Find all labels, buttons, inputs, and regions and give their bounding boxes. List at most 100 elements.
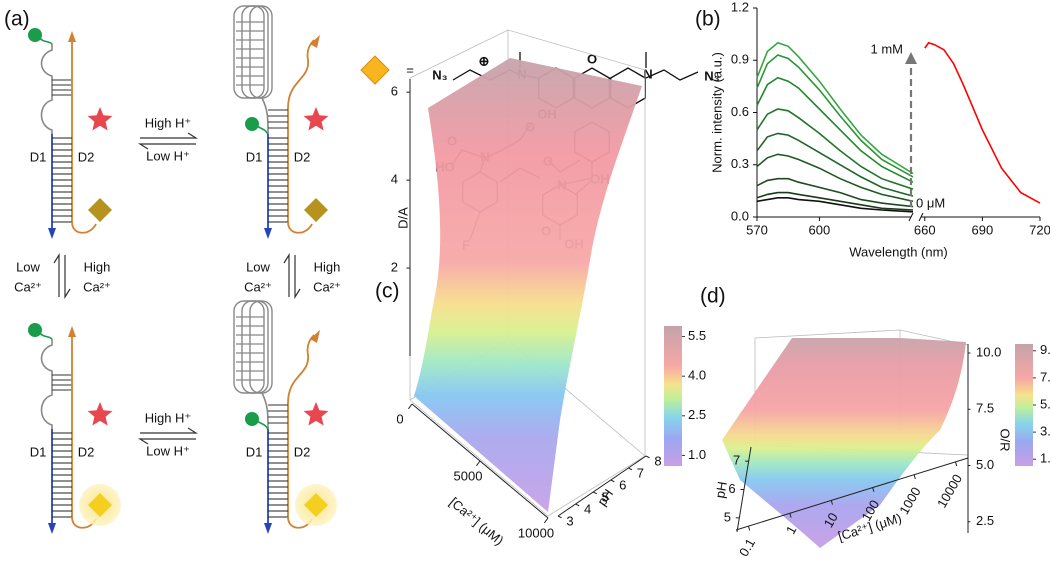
x-tick-label: 0 <box>396 411 403 426</box>
x-tick-label: 690 <box>972 222 994 237</box>
z-tick-label: 7.5 <box>976 401 994 416</box>
y-tick <box>557 515 562 519</box>
colorbar-tick-label: 9.0 <box>1040 342 1050 357</box>
atom-label: O <box>587 51 597 66</box>
x-tick <box>475 460 481 467</box>
equilibrium-arrow <box>137 438 196 445</box>
x-tick <box>544 517 549 524</box>
z-tick-label: 6 <box>391 84 398 99</box>
quencher <box>87 107 113 131</box>
spectrum-line <box>756 197 914 213</box>
arrow-label: High <box>314 259 341 274</box>
x-tick <box>830 500 833 505</box>
dye <box>88 493 112 517</box>
quencher <box>303 107 329 131</box>
y-tick-label: 0.9 <box>731 52 749 67</box>
fluorophore <box>245 412 259 426</box>
atom-label: N₃ <box>432 67 447 82</box>
strand <box>71 221 97 234</box>
strand <box>287 334 315 517</box>
spectrum-line <box>924 41 1041 204</box>
axis-label: [Ca²⁺] (μM) <box>447 494 507 548</box>
colorbar-tick-label: 3.0 <box>1040 424 1050 439</box>
spectrum-line <box>756 132 914 197</box>
quencher <box>87 402 113 426</box>
arrow-label: Low <box>16 259 40 274</box>
y-tick-label: 5 <box>724 509 731 524</box>
x-tick-label: 0.1 <box>736 536 758 559</box>
y-tick-label: 5 <box>602 489 609 504</box>
arrowhead <box>48 523 56 534</box>
colorbar-tick-label: 1.0 <box>688 447 706 462</box>
dye <box>304 198 328 222</box>
strand-label: D1 <box>246 444 263 459</box>
equilibrium-arrow <box>53 252 60 297</box>
fluorophore <box>245 117 259 131</box>
y-tick <box>628 467 633 471</box>
spectrum-line <box>756 153 914 203</box>
y-tick <box>592 491 598 495</box>
x-tick-label: 10000 <box>518 525 554 540</box>
strand-loop <box>40 339 53 429</box>
arrowhead <box>68 326 76 337</box>
linker <box>261 97 269 135</box>
strand-loop <box>40 44 53 134</box>
panel-label: (c) <box>375 280 400 303</box>
y-axis-label: Norm. intensity (a.u.) <box>709 52 724 173</box>
strand-label: D1 <box>246 149 263 164</box>
quadruplex <box>241 5 269 99</box>
spectrum-line <box>756 191 914 211</box>
axis-label: D/A <box>395 207 410 229</box>
panel-label: (a) <box>4 8 30 31</box>
y-tick-label: 6 <box>728 481 735 496</box>
y-tick-label: 0.0 <box>731 208 749 223</box>
quencher <box>303 402 329 426</box>
y-tick <box>575 503 580 507</box>
x-axis-label: Wavelength (nm) <box>849 244 948 259</box>
surface <box>722 338 966 548</box>
dye <box>304 493 328 517</box>
arrow-label: Low H⁺ <box>146 443 190 458</box>
z-tick-label: 4 <box>391 172 398 187</box>
annotation-arrowhead <box>905 52 917 64</box>
strand-label: D2 <box>78 444 95 459</box>
x-tick-label: 660 <box>914 222 936 237</box>
quadruplex <box>249 300 273 394</box>
quadruplex <box>233 5 265 99</box>
arrowhead <box>68 31 76 42</box>
equilibrium-arrow <box>140 132 199 139</box>
surface <box>414 58 642 512</box>
atom-label: ⊕ <box>479 53 490 68</box>
colorbar <box>664 326 682 466</box>
arrowhead <box>264 228 272 239</box>
y-tick-label: 8 <box>654 453 661 468</box>
strand-label: D2 <box>78 149 95 164</box>
panel-label: (d) <box>700 285 726 308</box>
z-tick-label: 2 <box>391 260 398 275</box>
quadruplex <box>233 300 265 394</box>
colorbar-tick-label: 4.0 <box>688 368 706 383</box>
colorbar-tick-label: 5.0 <box>1040 396 1050 411</box>
x-tick-label: 600 <box>809 222 831 237</box>
spectrum-line <box>756 177 914 208</box>
arrowhead <box>310 35 320 48</box>
x-tick-label: 10000 <box>934 472 965 511</box>
x-tick <box>872 487 875 492</box>
arrowhead <box>310 330 320 343</box>
z-tick-label: 5.0 <box>976 457 994 472</box>
x-tick-label: 10 <box>821 510 841 530</box>
equilibrium-arrow <box>294 255 301 300</box>
arrow-label: High H⁺ <box>145 115 192 130</box>
arrow-label: High <box>84 259 111 274</box>
axis-label: pH <box>712 480 730 499</box>
dye <box>88 198 112 222</box>
x-tick-label: 1000 <box>896 484 923 517</box>
linker <box>261 392 269 430</box>
strand-label: D2 <box>294 149 311 164</box>
strand-label: D1 <box>30 149 47 164</box>
equilibrium-arrow <box>283 252 290 297</box>
spectrum-line <box>756 108 914 190</box>
spectrum-line <box>756 41 914 175</box>
arrowhead <box>48 228 56 239</box>
arrow-label: Ca²⁺ <box>83 279 111 294</box>
